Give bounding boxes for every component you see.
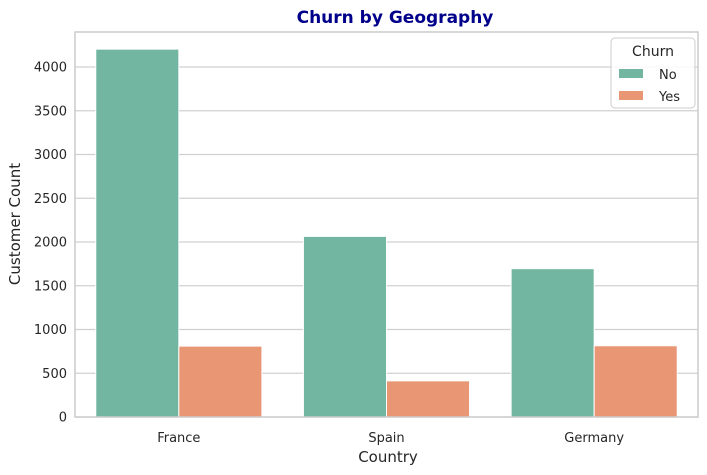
bar-france-no xyxy=(95,48,180,418)
x-tick-label: France xyxy=(157,431,200,446)
bar-germany-yes xyxy=(593,345,678,418)
x-tick-label: Germany xyxy=(564,431,624,446)
y-axis-ticks: 0 500 1000 1500 2000 2500 3000 3500 4000 xyxy=(34,61,67,426)
bar-spain-yes xyxy=(386,380,471,418)
legend-swatch-yes xyxy=(619,91,643,100)
chart-title: Churn by Geography xyxy=(297,8,494,28)
y-axis-label: Customer Count xyxy=(6,163,24,285)
legend-box xyxy=(610,37,696,109)
y-tick-label: 500 xyxy=(42,367,67,382)
bar-spain-no xyxy=(302,235,387,418)
plot-border xyxy=(74,31,699,418)
y-tick-label: 4000 xyxy=(34,61,67,76)
y-tick-label: 3500 xyxy=(34,104,67,119)
y-tick-label: 3000 xyxy=(34,148,67,163)
legend-title: Churn xyxy=(632,44,674,60)
y-tick-label: 1500 xyxy=(34,279,67,294)
bar-germany-no xyxy=(510,268,595,418)
legend: Churn No Yes xyxy=(610,37,696,109)
legend-label-yes: Yes xyxy=(658,90,680,105)
y-tick-label: 0 xyxy=(59,411,67,426)
legend-swatch-no xyxy=(619,69,643,78)
x-axis-ticks: France Spain Germany xyxy=(157,431,624,446)
y-tick-label: 2500 xyxy=(34,192,67,207)
bars-layer xyxy=(95,48,678,418)
y-tick-label: 1000 xyxy=(34,323,67,338)
plot-frame xyxy=(74,31,699,418)
x-tick-label: Spain xyxy=(368,431,404,446)
x-axis-label: Country xyxy=(358,448,418,466)
legend-label-no: No xyxy=(659,68,677,83)
y-tick-label: 2000 xyxy=(34,236,67,251)
bar-france-yes xyxy=(178,345,263,418)
